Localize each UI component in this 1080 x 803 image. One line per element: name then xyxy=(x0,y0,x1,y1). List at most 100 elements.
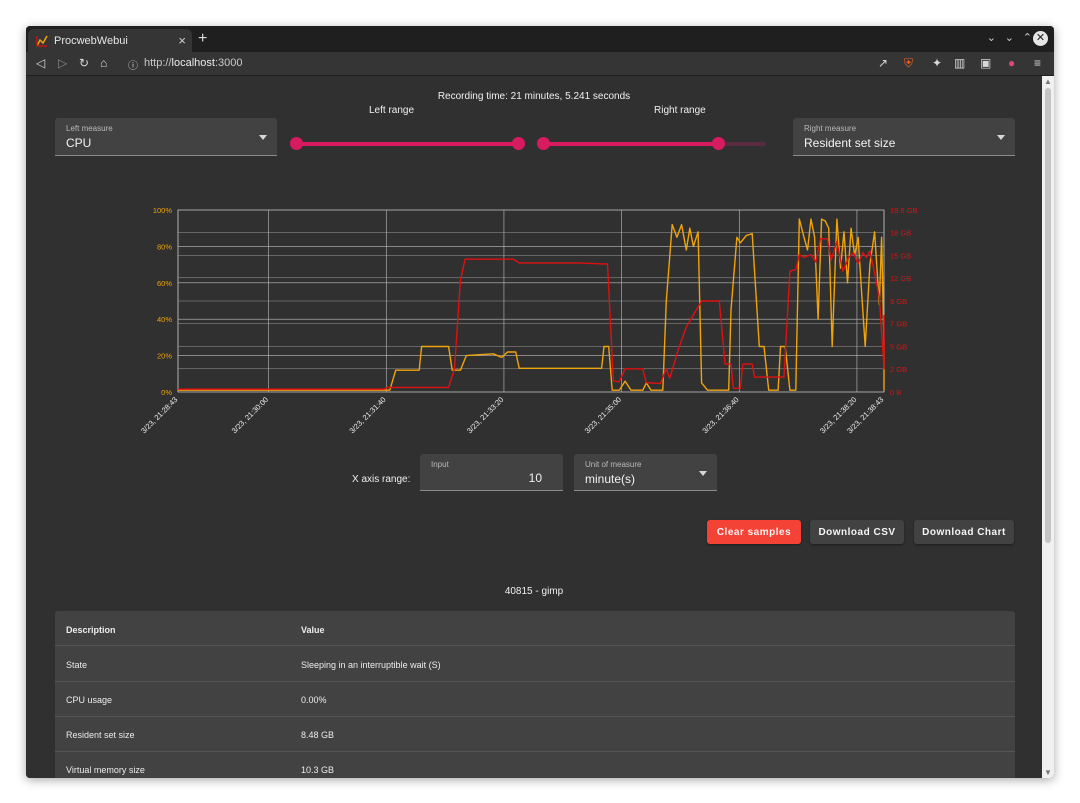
scroll-up-icon[interactable]: ▲ xyxy=(1044,77,1052,86)
unit-of-measure-label: Unit of measure xyxy=(585,460,642,469)
left-measure-select[interactable]: Left measure CPU xyxy=(55,118,277,156)
left-axis-tick-label: 80% xyxy=(157,242,172,251)
page: Recording time: 21 minutes, 5.241 second… xyxy=(26,76,1042,778)
left-range-slider-start-thumb[interactable] xyxy=(290,137,303,150)
chart: 0% 20% 40% 60% 80% 100% 0 B 2 GB 5 GB 7 GB 9 GB 12 … xyxy=(139,206,918,435)
new-tab-icon[interactable]: + xyxy=(198,30,208,47)
brave-shield-icon[interactable]: ⛨ xyxy=(904,56,914,70)
row-description: CPU usage xyxy=(66,695,113,705)
table-row: Virtual memory size 10.3 GB xyxy=(55,752,1015,778)
address-bar[interactable]: http://localhost:3000 xyxy=(144,57,242,69)
download-chart-button[interactable]: Download Chart xyxy=(914,520,1014,544)
tab-bar: ProcwebWebui × + ⌄ ⌄ ⌃ ✕ xyxy=(26,26,1054,52)
x-axis-tick-label: 3/23, 21:33:20 xyxy=(465,395,505,435)
dropdown-arrow-icon xyxy=(699,471,707,476)
right-axis-tick-label: 0 B xyxy=(890,388,901,397)
row-value: 0.00% xyxy=(301,695,327,705)
right-axis-tick-label: 18 GB xyxy=(890,228,911,237)
browser-toolbar: ◁ ▷ ↻ ⌂ ⓘ http://localhost:3000 ↗ ⛨ ✦ ▥ … xyxy=(26,52,1054,76)
process-info-table: Description Value State Sleeping in an i… xyxy=(55,611,1015,778)
scroll-down-icon[interactable]: ▼ xyxy=(1044,768,1052,777)
row-description: State xyxy=(66,660,88,670)
table-row: State Sleeping in an interruptible wait … xyxy=(55,647,1015,682)
scrollbar-thumb[interactable] xyxy=(1045,88,1051,543)
x-axis-range-input-box[interactable]: Input xyxy=(420,454,563,491)
row-value: 10.3 GB xyxy=(301,765,335,775)
x-axis-tick-label: 3/23, 21:35:00 xyxy=(583,395,623,435)
x-axis-range-input[interactable] xyxy=(430,471,542,485)
cpu-series-line xyxy=(178,218,885,391)
right-range-slider-active xyxy=(543,142,719,146)
left-measure-label: Left measure xyxy=(66,124,113,133)
url-host: localhost xyxy=(171,57,215,69)
x-axis-range-label: X axis range: xyxy=(352,474,411,485)
right-axis-tick-label: 2 GB xyxy=(890,365,907,374)
right-axis-tick-label: 15 GB xyxy=(890,252,911,261)
profile-icon[interactable]: ● xyxy=(1008,56,1016,70)
row-description: Resident set size xyxy=(66,730,135,740)
tab-title: ProcwebWebui xyxy=(54,34,128,47)
row-description: Virtual memory size xyxy=(66,765,145,775)
x-axis-tick-label: 3/23, 21:31:40 xyxy=(347,395,387,435)
right-measure-value: Resident set size xyxy=(804,136,896,150)
sidebar-icon[interactable]: ▥ xyxy=(954,56,966,70)
chevron-down-icon[interactable]: ⌄ xyxy=(986,32,996,44)
recording-time: Recording time: 21 minutes, 5.241 second… xyxy=(437,91,631,102)
right-measure-select[interactable]: Right measure Resident set size xyxy=(793,118,1015,156)
window-close-icon[interactable]: ✕ xyxy=(1033,31,1048,46)
browser-tab[interactable]: ProcwebWebui × xyxy=(28,29,192,52)
back-icon[interactable]: ◁ xyxy=(36,56,46,70)
x-axis-tick-label: 3/23, 21:30:00 xyxy=(230,395,270,435)
page-scrollbar[interactable]: ▲ ▼ xyxy=(1042,76,1054,778)
wallet-icon[interactable]: ▣ xyxy=(980,56,992,70)
right-axis-tick-label: 12 GB xyxy=(890,274,911,283)
column-header-description: Description xyxy=(66,625,116,635)
unit-of-measure-value: minute(s) xyxy=(585,472,636,486)
x-axis-tick-label: 3/23, 21:28:43 xyxy=(139,395,179,435)
table-header-row: Description Value xyxy=(55,611,1015,646)
url-scheme: http:// xyxy=(144,57,172,69)
dropdown-arrow-icon xyxy=(259,135,267,140)
left-range-label: Left range xyxy=(369,105,415,116)
minimize-icon[interactable]: ⌄ xyxy=(1004,32,1014,44)
column-header-value: Value xyxy=(301,625,325,635)
process-title: 40815 - gimp xyxy=(504,586,564,597)
url-port: :3000 xyxy=(214,57,243,69)
forward-icon[interactable]: ▷ xyxy=(58,56,68,70)
left-axis-tick-label: 40% xyxy=(157,315,172,324)
info-icon[interactable]: ⓘ xyxy=(128,61,138,72)
right-measure-label: Right measure xyxy=(804,124,857,133)
menu-icon[interactable]: ≡ xyxy=(1034,56,1042,70)
chart-favicon-icon xyxy=(36,35,48,47)
clear-samples-button[interactable]: Clear samples xyxy=(707,520,801,544)
right-range-label: Right range xyxy=(654,105,706,116)
extensions-icon[interactable]: ✦ xyxy=(932,56,943,70)
rss-series-line xyxy=(178,238,885,390)
right-range-slider-start-thumb[interactable] xyxy=(537,137,550,150)
right-axis-tick-label: 5 GB xyxy=(890,343,907,352)
row-value: Sleeping in an interruptible wait (S) xyxy=(301,660,441,670)
right-range-slider-end-thumb[interactable] xyxy=(712,137,725,150)
tab-close-icon[interactable]: × xyxy=(178,33,186,48)
table-row: CPU usage 0.00% xyxy=(55,682,1015,717)
x-axis-tick-label: 3/23, 21:36:40 xyxy=(700,395,740,435)
table-row: Resident set size 8.48 GB xyxy=(55,717,1015,752)
x-axis-range-input-label: Input xyxy=(431,460,449,469)
left-axis-tick-label: 0% xyxy=(161,388,172,397)
left-range-slider[interactable] xyxy=(296,142,519,146)
unit-of-measure-select[interactable]: Unit of measure minute(s) xyxy=(574,454,717,491)
reload-icon[interactable]: ↻ xyxy=(79,56,90,70)
home-icon[interactable]: ⌂ xyxy=(100,56,108,70)
left-axis-tick-label: 60% xyxy=(157,279,172,288)
dropdown-arrow-icon xyxy=(997,135,1005,140)
left-measure-value: CPU xyxy=(66,136,92,150)
maximize-icon[interactable]: ⌃ xyxy=(1022,32,1032,44)
browser-window: ProcwebWebui × + ⌄ ⌄ ⌃ ✕ ◁ ▷ ↻ ⌂ ⓘ http:… xyxy=(26,26,1054,778)
left-axis-tick-label: 20% xyxy=(157,352,172,361)
right-axis-tick-label: 19.6 GB xyxy=(890,206,918,215)
share-icon[interactable]: ↗ xyxy=(878,56,889,70)
download-csv-button[interactable]: Download CSV xyxy=(810,520,904,544)
left-axis-tick-label: 100% xyxy=(153,206,173,215)
right-axis-tick-label: 9 GB xyxy=(890,297,907,306)
left-range-slider-end-thumb[interactable] xyxy=(512,137,525,150)
